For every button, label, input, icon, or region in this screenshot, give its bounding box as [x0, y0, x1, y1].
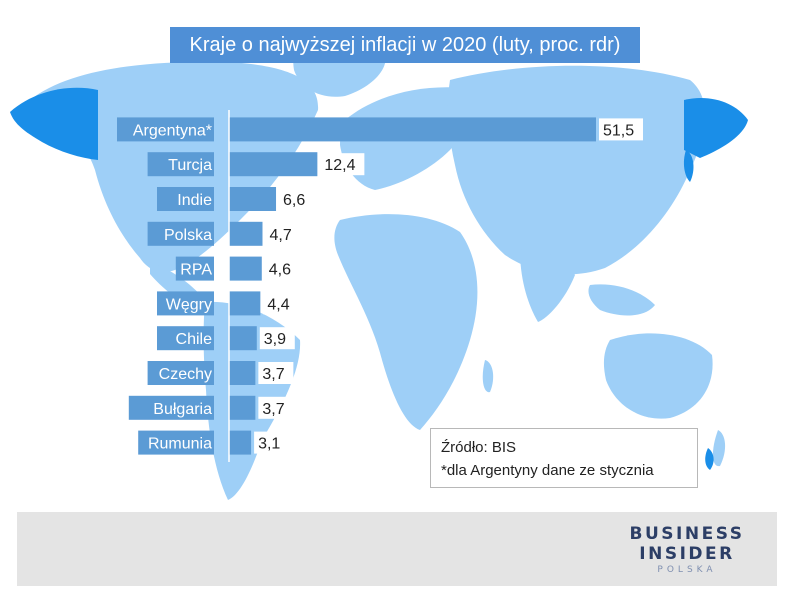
value-label-bg: [258, 362, 294, 384]
value-label: 51,5: [603, 122, 634, 139]
category-label: Indie: [177, 192, 212, 209]
category-label-bg: [117, 117, 214, 142]
category-label-bg: [147, 152, 214, 177]
value-label: 4,4: [267, 296, 289, 313]
category-label: RPA: [180, 262, 212, 279]
category-label-bg: [157, 326, 214, 351]
value-label: 3,7: [262, 401, 284, 418]
value-label: 3,7: [262, 366, 284, 383]
category-label-bg: [147, 221, 214, 246]
value-label: 4,7: [269, 227, 291, 244]
bar: [229, 395, 256, 420]
category-label: Czechy: [159, 366, 212, 383]
value-label-bg: [264, 257, 300, 280]
category-label-bg: [128, 395, 214, 420]
category-label-bg: [175, 256, 214, 281]
footer-bar: BUSINESS INSIDER POLSKA: [17, 512, 777, 586]
category-label-bg: [138, 430, 214, 455]
value-label: 3,9: [264, 331, 286, 348]
bar: [229, 361, 256, 385]
bar: [229, 256, 262, 281]
bar-chart: Argentyna* 51,5 Turcja 12,4 Indie 6,6 Polska 4,…: [117, 117, 643, 455]
source-note: Źródło: BIS *dla Argentyny dane ze stycz…: [430, 428, 698, 488]
value-label-bg: [265, 222, 301, 245]
bar: [229, 187, 277, 211]
value-label: 3,1: [258, 436, 280, 453]
value-label-bg: [279, 188, 315, 210]
category-label: Węgry: [166, 296, 212, 313]
category-label: Rumunia: [148, 436, 212, 453]
bar: [229, 326, 257, 351]
source-label: Źródło: BIS: [441, 439, 517, 456]
category-label: Bułgaria: [153, 401, 212, 418]
category-label-bg: [147, 361, 214, 385]
bar: [229, 430, 252, 455]
value-label: 12,4: [324, 157, 355, 174]
value-label: 6,6: [283, 192, 305, 209]
category-label: Polska: [164, 227, 212, 244]
category-label: Argentyna*: [133, 122, 212, 139]
bar: [229, 152, 318, 177]
value-label-bg: [263, 292, 299, 315]
category-label-bg: [157, 291, 214, 316]
logo-line-business: BUSINESS: [629, 524, 745, 544]
value-label-bg: [258, 396, 294, 419]
chart-title: Kraje o najwyższej inflacji w 2020 (luty…: [170, 27, 640, 63]
value-label-bg: [254, 431, 290, 454]
footnote: *dla Argentyny dane ze stycznia: [441, 462, 654, 479]
bar: [229, 117, 596, 142]
category-label: Chile: [176, 331, 213, 348]
value-label: 4,6: [269, 262, 291, 279]
logo-line-insider: INSIDER: [639, 544, 735, 564]
bar: [229, 221, 263, 246]
value-label-bg: [599, 118, 643, 141]
logo-line-polska: POLSKA: [657, 565, 717, 575]
business-insider-logo: BUSINESS INSIDER POLSKA: [627, 524, 747, 575]
category-label: Turcja: [168, 157, 212, 174]
value-label-bg: [259, 327, 295, 350]
value-label-bg: [320, 153, 365, 176]
category-label-bg: [157, 187, 214, 211]
bar: [229, 291, 261, 316]
